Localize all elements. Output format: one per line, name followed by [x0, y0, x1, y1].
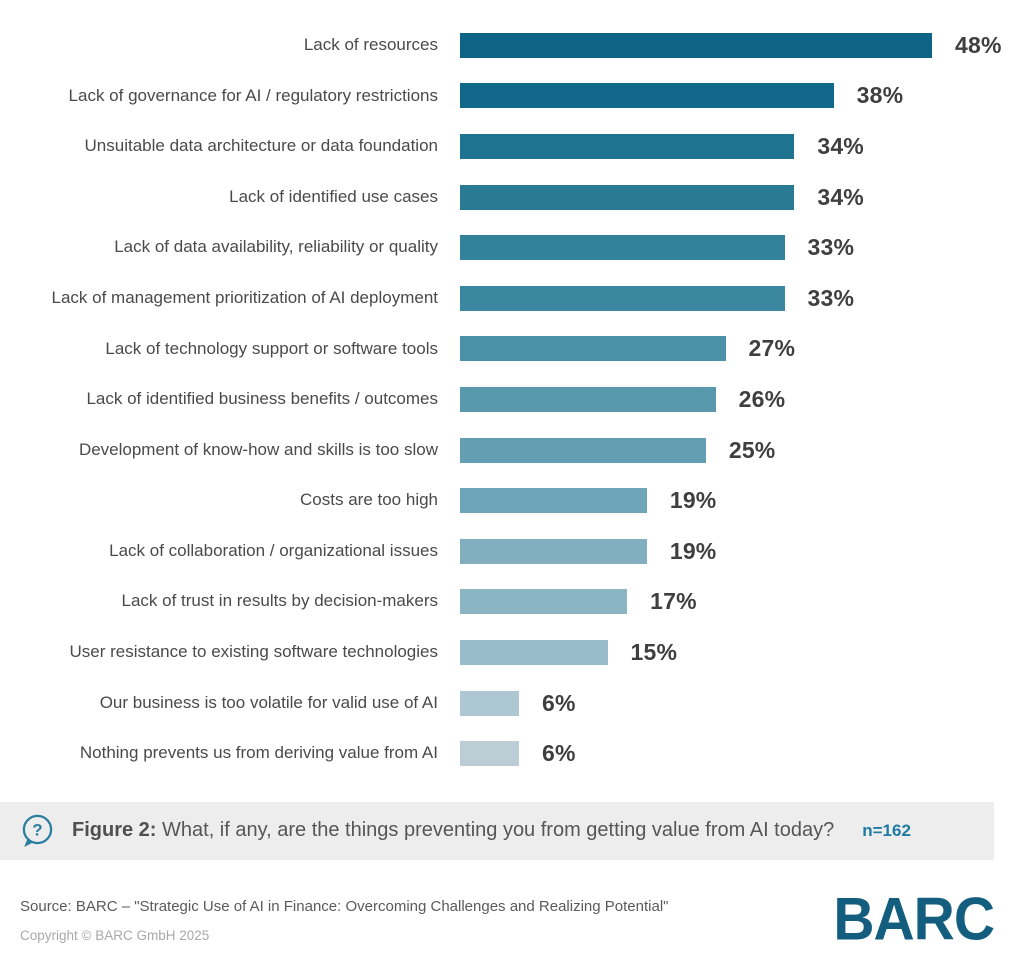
bar	[460, 133, 795, 159]
bar-value-label: 26%	[738, 385, 786, 412]
bar-row: Lack of management prioritization of AI …	[0, 273, 1024, 324]
bar-row: Our business is too volatile for valid u…	[0, 678, 1024, 729]
bar-category-label: Lack of governance for AI / regulatory r…	[68, 85, 438, 105]
bar-cell: 27%	[438, 335, 1024, 362]
bar	[460, 386, 716, 412]
bar-row: User resistance to existing software tec…	[0, 627, 1024, 678]
bar-row: Lack of governance for AI / regulatory r…	[0, 71, 1024, 122]
bar	[460, 285, 785, 311]
figure-label: Figure 2:	[72, 819, 157, 842]
bar-row: Lack of identified business benefits / o…	[0, 374, 1024, 425]
bar-row: Development of know-how and skills is to…	[0, 425, 1024, 476]
bar-row: Unsuitable data architecture or data fou…	[0, 121, 1024, 172]
bar-category-label: Lack of management prioritization of AI …	[51, 287, 439, 307]
bar-value-label: 15%	[630, 638, 678, 665]
bar-value-label: 33%	[807, 284, 855, 311]
bar	[460, 83, 834, 109]
bar-row: Nothing prevents us from deriving value …	[0, 728, 1024, 779]
footer-text-block: Source: BARC – "Strategic Use of AI in F…	[20, 888, 668, 943]
bar-category-label: Lack of identified business benefits / o…	[86, 389, 438, 409]
bar-value-label: 6%	[542, 689, 576, 716]
bar-category-label: Nothing prevents us from deriving value …	[79, 743, 438, 763]
bar-value-label: 19%	[669, 487, 717, 514]
bar-value-label: 34%	[817, 132, 864, 159]
bar-row: Lack of technology support or software t…	[0, 324, 1024, 375]
bar-value-label: 38%	[856, 82, 904, 109]
bar	[460, 589, 628, 615]
bar-cell: 6%	[438, 740, 1024, 767]
bar-category-label: User resistance to existing software tec…	[69, 642, 438, 662]
bar-cell: 25%	[438, 437, 1024, 464]
bar-category-label: Lack of resources	[303, 34, 438, 54]
bar-value-label: 33%	[807, 234, 855, 261]
bar	[460, 639, 608, 665]
bar-row: Lack of identified use cases 34%	[0, 172, 1024, 223]
bar-value-label: 17%	[650, 588, 697, 615]
bar-category-label: Lack of technology support or software t…	[105, 338, 438, 358]
bar	[460, 32, 932, 58]
bar-category-label: Development of know-how and skills is to…	[78, 439, 438, 459]
bar	[460, 235, 785, 261]
question-speech-bubble-icon: ?	[22, 814, 53, 847]
bar-cell: 15%	[438, 639, 1024, 666]
bar-cell: 26%	[438, 386, 1024, 413]
bar-category-label: Lack of data availability, reliability o…	[114, 237, 438, 257]
bar-row: Lack of resources 48%	[0, 20, 1024, 71]
bar-row: Lack of trust in results by decision-mak…	[0, 577, 1024, 628]
bar-value-label: 48%	[955, 31, 1002, 58]
bar-category-label: Unsuitable data architecture or data fou…	[84, 136, 438, 156]
bar-cell: 33%	[438, 285, 1024, 312]
bar-cell: 33%	[438, 234, 1024, 261]
figure-caption-text: What, if any, are the things preventing …	[156, 819, 835, 842]
footer: Source: BARC – "Strategic Use of AI in F…	[0, 885, 1024, 953]
bar-row: Lack of data availability, reliability o…	[0, 222, 1024, 273]
bar-row: Costs are too high 19%	[0, 475, 1024, 526]
bar-category-label: Costs are too high	[300, 490, 438, 510]
bar-category-label: Lack of identified use cases	[229, 186, 438, 206]
bar	[460, 336, 726, 362]
copyright-line: Copyright © BARC GmbH 2025	[20, 927, 210, 943]
bar-category-label: Our business is too volatile for valid u…	[99, 692, 438, 712]
bar-value-label: 6%	[542, 740, 576, 767]
bar	[460, 741, 519, 767]
bar-cell: 34%	[438, 184, 1024, 211]
bar	[460, 690, 519, 716]
bar-cell: 19%	[438, 487, 1024, 514]
bar-value-label: 25%	[728, 436, 776, 463]
bar-row: Lack of collaboration / organizational i…	[0, 526, 1024, 577]
bar-cell: 34%	[438, 133, 1024, 160]
bar-cell: 19%	[438, 538, 1024, 565]
bar	[460, 488, 647, 514]
bar	[460, 538, 647, 564]
figure-caption: Figure 2: What, if any, are the things p…	[72, 819, 834, 842]
bar	[460, 184, 795, 210]
bar-value-label: 27%	[748, 335, 796, 362]
barc-logo: BARC	[833, 885, 995, 953]
source-line: Source: BARC – "Strategic Use of AI in F…	[20, 897, 669, 915]
bar	[460, 437, 706, 463]
bar-value-label: 34%	[817, 183, 864, 210]
bar-value-label: 19%	[669, 537, 717, 564]
bar-category-label: Lack of collaboration / organizational i…	[109, 540, 438, 560]
bar-cell: 38%	[438, 82, 1024, 109]
bar-category-label: Lack of trust in results by decision-mak…	[121, 591, 438, 611]
bar-cell: 6%	[438, 690, 1024, 717]
bar-cell: 17%	[438, 588, 1024, 615]
bar-chart: Lack of resources 48% Lack of governance f…	[0, 20, 1024, 779]
sample-size: n=162	[862, 820, 911, 840]
svg-text:?: ?	[32, 820, 42, 839]
figure-caption-band: ? Figure 2: What, if any, are the things…	[0, 801, 994, 860]
bar-cell: 48%	[438, 32, 1024, 59]
